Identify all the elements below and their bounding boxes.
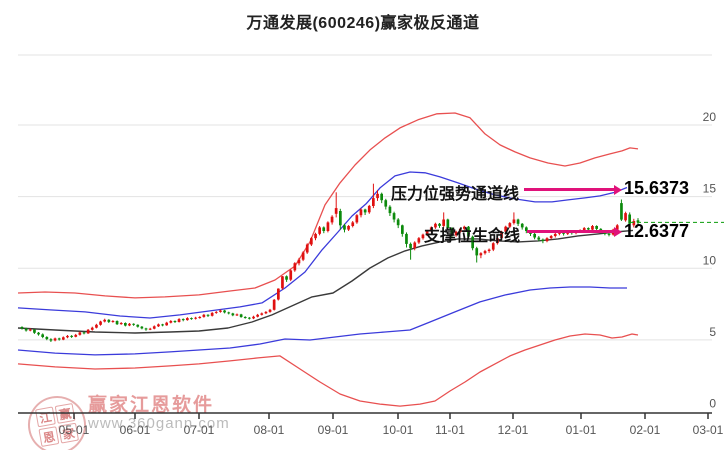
y-tick-label: 10 <box>703 253 717 267</box>
x-tick-label: 02-01 <box>630 423 661 437</box>
y-tick-label: 5 <box>709 325 716 339</box>
x-tick-label: 07-01 <box>184 423 215 437</box>
pressure-annotation-label: 压力位强势通道线 <box>391 186 520 203</box>
weak-channel-blue <box>17 286 627 356</box>
support-annotation-label: 支撑位生命线 <box>424 228 521 245</box>
x-axis: 05-01 06-01 07-01 08-01 09-01 10-01 11-01 12-01… <box>18 412 724 437</box>
x-tick-label: 10-01 <box>383 423 414 437</box>
y-tick-label: 15 <box>703 182 717 196</box>
x-tick-label: 03-01 <box>693 423 724 437</box>
x-tick-label: 08-01 <box>254 423 285 437</box>
pressure-level-value: 15.6373 <box>624 178 690 198</box>
watermark-brand-text: 赢家江恩软件 <box>88 395 215 416</box>
x-tick-label: 12-01 <box>498 423 529 437</box>
candles-group <box>20 183 640 342</box>
x-tick-label: 11-01 <box>435 423 465 437</box>
y-tick-label: 20 <box>703 110 717 124</box>
x-tick-label: 05-01 <box>59 423 90 437</box>
pressure-arrow-icon <box>524 184 622 195</box>
x-tick-label: 01-01 <box>566 423 597 437</box>
support-level-value: 12.6377 <box>624 221 690 241</box>
watermark-url-text: www.360gann.com <box>88 415 230 432</box>
pressure-channel-blue <box>17 171 628 319</box>
x-tick-label: 06-01 <box>120 423 151 437</box>
upper-rail-red <box>17 112 639 299</box>
page-title: 万通发展(600246)赢家极反通道 <box>246 15 480 32</box>
channel-lines <box>17 112 639 407</box>
lower-rail-red <box>17 333 639 407</box>
x-tick-label: 09-01 <box>318 423 349 437</box>
y-tick-label: 0 <box>709 397 716 411</box>
y-axis: 20 15 10 5 0 <box>703 110 717 411</box>
support-arrow-icon <box>527 226 622 237</box>
